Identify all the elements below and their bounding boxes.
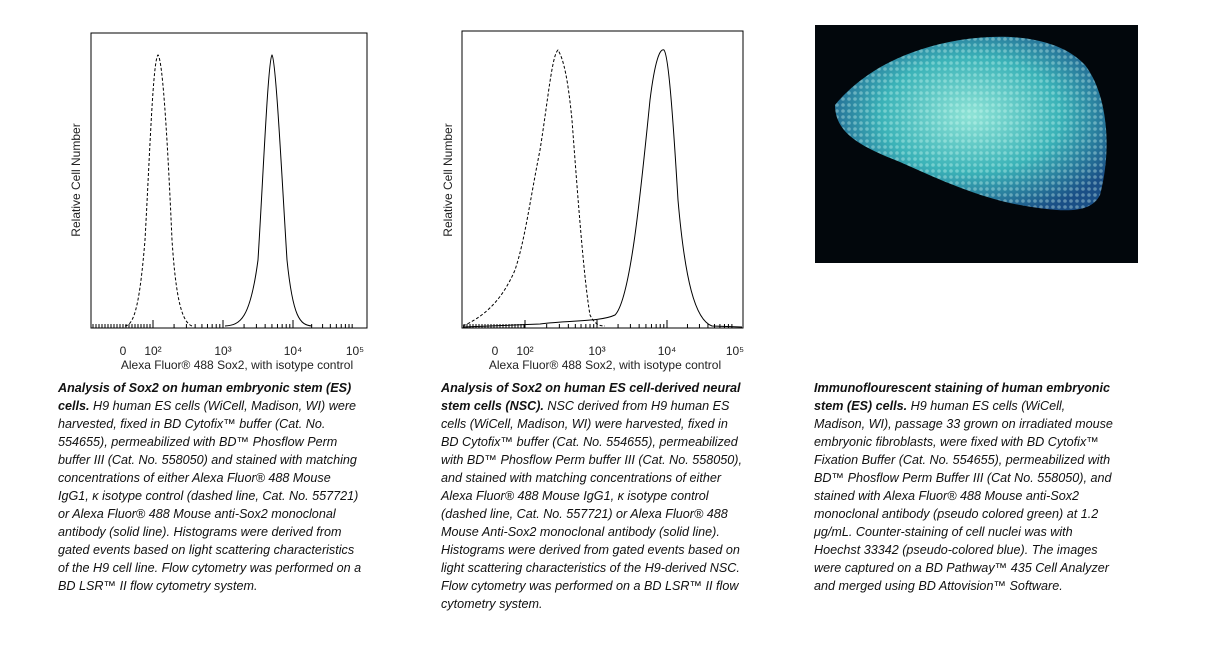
- y-axis-label: Relative Cell Number: [441, 123, 455, 236]
- x-tick-label: 10⁵: [346, 344, 364, 358]
- figures: Relative Cell Number 0 10² 10³ 10⁴ 10⁵ A…: [69, 25, 1138, 372]
- x-tick-label: 10²: [516, 344, 533, 358]
- y-axis-label: Relative Cell Number: [69, 123, 83, 236]
- caption: Immunoflourescent staining of human embr…: [814, 379, 1114, 595]
- x-tick-label: 10²: [144, 344, 161, 358]
- caption-title: Immunoflourescent staining of human embr…: [814, 381, 1110, 413]
- plot-frame: [90, 32, 368, 329]
- x-axis-label: Alexa Fluor® 488 Sox2, with isotype cont…: [121, 358, 353, 372]
- caption: Analysis of Sox2 on human embryonic stem…: [58, 379, 363, 595]
- x-tick-label: 10⁴: [284, 344, 303, 358]
- caption: Analysis of Sox2 on human ES cell-derive…: [441, 379, 746, 613]
- caption-title: Analysis of Sox2 on human ES cell-derive…: [441, 381, 741, 413]
- caption-body: NSC derived from H9 human ES cells (WiCe…: [441, 399, 742, 611]
- histogram-2: Relative Cell Number 0 10² 10³ 10⁴ 10⁵ A…: [441, 30, 744, 372]
- plot-frame: [461, 30, 744, 329]
- histogram-1: Relative Cell Number 0 10² 10³ 10⁴ 10⁵ A…: [69, 32, 368, 372]
- x-tick-label: 10³: [214, 344, 231, 358]
- micrograph: [815, 25, 1138, 263]
- minor-ticks: [92, 320, 353, 328]
- x-axis-label: Alexa Fluor® 488 Sox2, with isotype cont…: [489, 358, 721, 372]
- isotype-curve: [124, 54, 193, 327]
- x-tick-label: 0: [120, 344, 127, 358]
- caption-body: H9 human ES cells (WiCell, Madison, WI) …: [58, 399, 362, 593]
- sox2-curve: [462, 49, 743, 328]
- x-tick-label: 0: [492, 344, 499, 358]
- isotype-curve: [462, 49, 606, 327]
- caption-title: Analysis of Sox2 on human embryonic stem…: [58, 381, 352, 413]
- x-tick-label: 10³: [588, 344, 605, 358]
- sox2-curve: [224, 54, 313, 327]
- nuclei-texture: [835, 36, 1107, 211]
- caption-body: H9 human ES cells (WiCell, Madison, WI),…: [814, 399, 1113, 593]
- x-tick-label: 10⁵: [726, 344, 744, 358]
- x-tick-label: 10⁴: [658, 344, 677, 358]
